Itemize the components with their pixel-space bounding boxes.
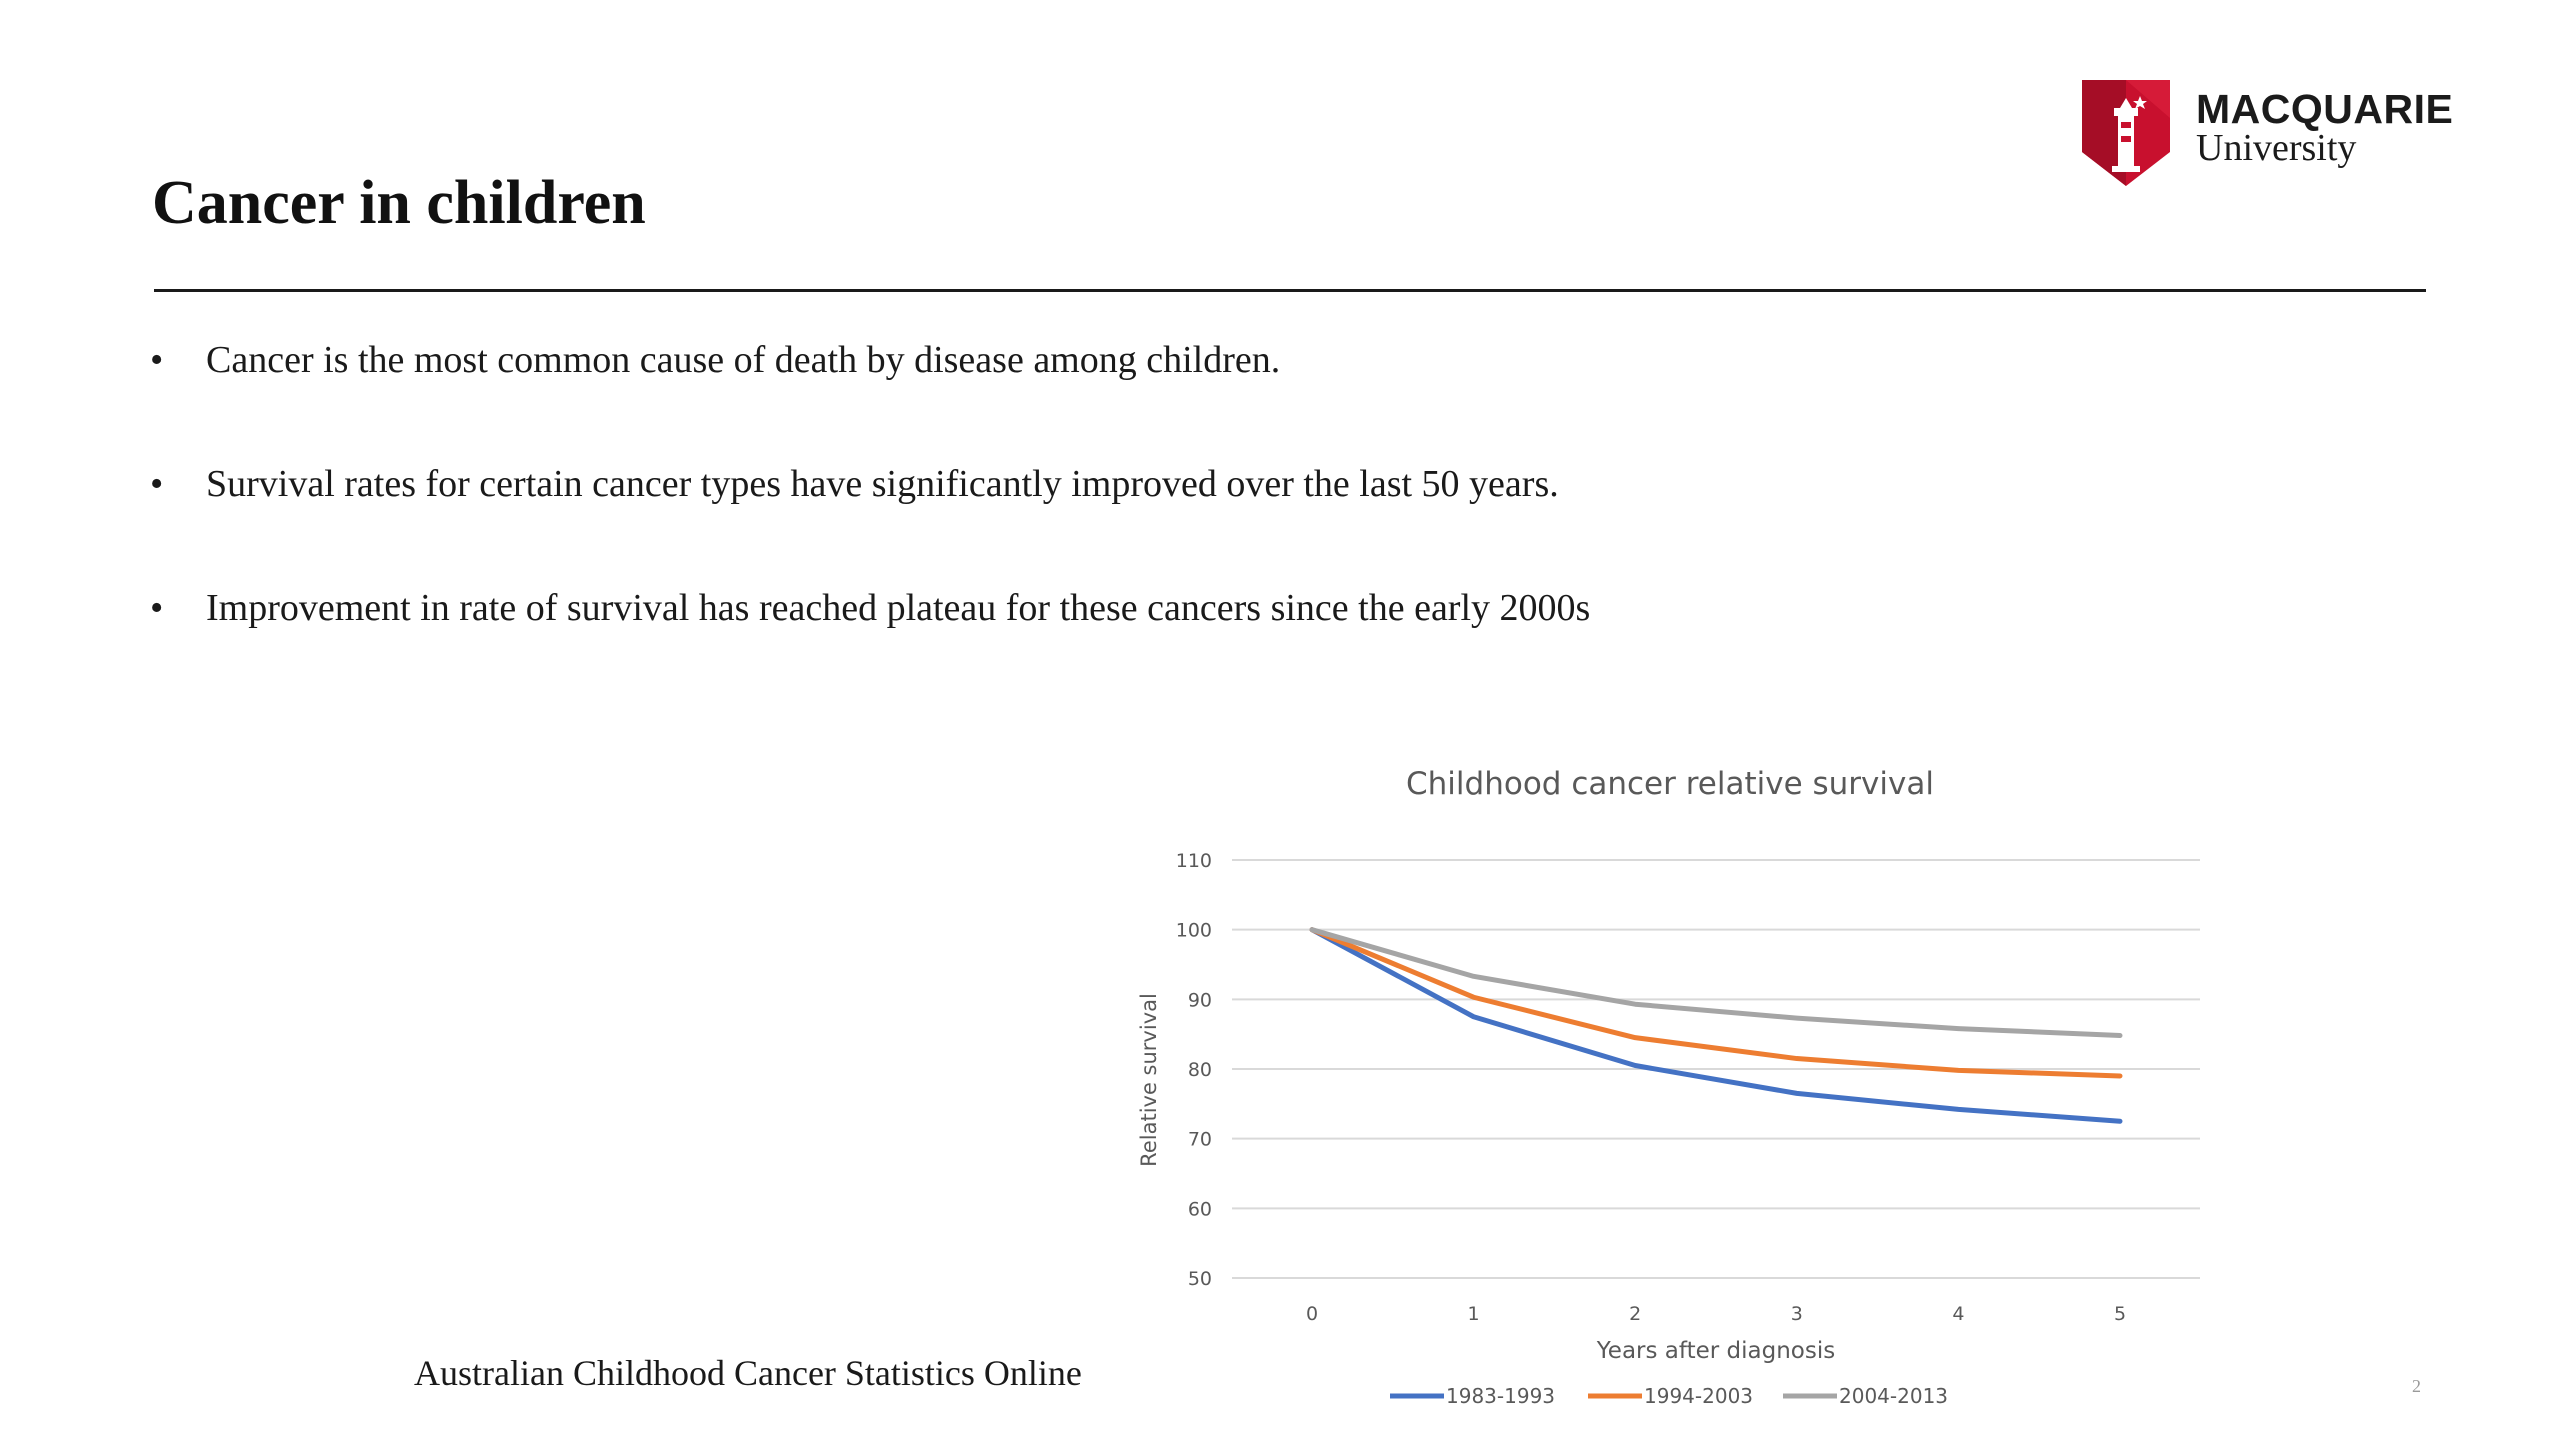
- y-tick-label: 110: [1176, 850, 1212, 872]
- bullet-text: Cancer is the most common cause of death…: [206, 339, 1281, 381]
- bullet-list: • Cancer is the most common cause of dea…: [150, 338, 1590, 710]
- source-caption: Australian Childhood Cancer Statistics O…: [414, 1353, 1082, 1393]
- gridlines: [1232, 859, 2200, 1279]
- x-axis-label: Years after diagnosis: [1596, 1338, 1835, 1364]
- series-lines: [1309, 927, 2123, 1124]
- page-number: 2: [2412, 1376, 2421, 1396]
- bullet-item: • Improvement in rate of survival has re…: [150, 586, 1590, 710]
- x-tick-label: 5: [2114, 1303, 2126, 1325]
- y-tick-labels: 50 60 70 80 90 100 110: [1176, 850, 1212, 1290]
- series-line-1994-2003: [1309, 927, 2123, 1079]
- chart-legend: 1983-1993 1994-2003 2004-2013: [1390, 1384, 1948, 1408]
- y-tick-label: 80: [1188, 1059, 1212, 1081]
- bullet-text: Improvement in rate of survival has reac…: [206, 587, 1591, 629]
- x-tick-label: 2: [1629, 1303, 1641, 1325]
- legend-label: 1983-1993: [1446, 1384, 1555, 1408]
- bullet-text: Survival rates for certain cancer types …: [206, 463, 1559, 505]
- logo-wordmark-macquarie: MACQUARIE: [2196, 86, 2454, 132]
- x-tick-label: 1: [1468, 1303, 1480, 1325]
- x-tick-label: 0: [1306, 1303, 1318, 1325]
- x-tick-label: 3: [1791, 1303, 1803, 1325]
- y-tick-label: 70: [1188, 1129, 1212, 1151]
- y-tick-label: 50: [1188, 1268, 1212, 1290]
- shield-lighthouse-icon: [2082, 80, 2170, 186]
- y-tick-label: 90: [1188, 989, 1212, 1011]
- bullet-marker: •: [150, 463, 164, 505]
- legend-label: 1994-2003: [1644, 1384, 1753, 1408]
- y-tick-label: 60: [1188, 1198, 1212, 1220]
- y-tick-label: 100: [1176, 920, 1212, 942]
- bullet-marker: •: [150, 587, 164, 629]
- chart-title: Childhood cancer relative survival: [1406, 766, 1934, 802]
- series-line-1983-1993: [1309, 927, 2123, 1124]
- bullet-item: • Survival rates for certain cancer type…: [150, 462, 1590, 586]
- legend-label: 2004-2013: [1839, 1384, 1948, 1408]
- logo-wordmark-university: University: [2196, 127, 2357, 169]
- y-axis-label: Relative survival: [1137, 993, 1161, 1167]
- title-divider: [154, 289, 2426, 292]
- survival-line-chart: Childhood cancer relative survival 50 60 7…: [1120, 750, 2240, 1440]
- slide-title: Cancer in children: [152, 169, 646, 237]
- university-logo: MACQUARIE University: [2080, 78, 2453, 188]
- bullet-marker: •: [150, 339, 164, 381]
- x-tick-labels: 0 1 2 3 4 5: [1306, 1303, 2126, 1325]
- bullet-item: • Cancer is the most common cause of dea…: [150, 338, 1590, 462]
- x-tick-label: 4: [1952, 1303, 1964, 1325]
- series-line-2004-2013: [1309, 927, 2123, 1039]
